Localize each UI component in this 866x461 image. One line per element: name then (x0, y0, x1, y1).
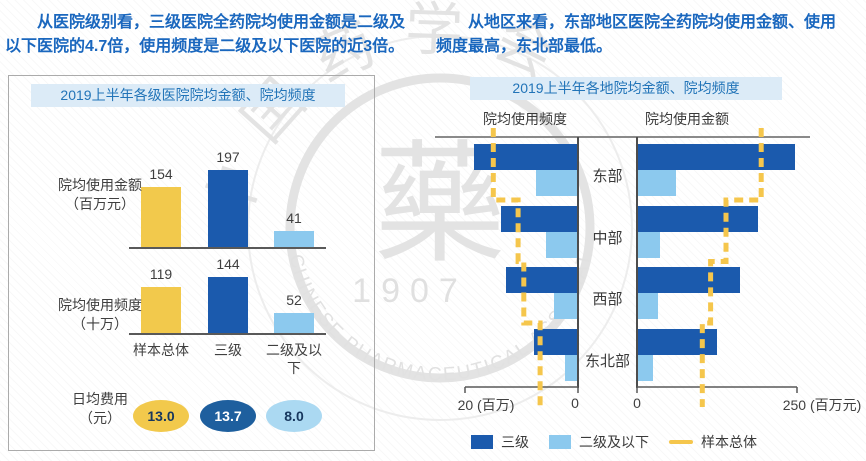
row-label-amount: 院均使用金额 （百万元） (25, 176, 175, 214)
hbar-院均使用金额-三级 (638, 206, 758, 232)
axis-label-frequency-max: 20 (百万) (457, 397, 515, 413)
category-label: 二级及以下 (266, 342, 322, 376)
hbar-院均使用频度-二级及以下 (554, 293, 577, 319)
bar-value-label: 154 (149, 166, 173, 182)
daily-cost-ellipse: 13.7 (200, 400, 256, 432)
legend-label-sample: 样本总体 (701, 434, 757, 450)
hbar-院均使用金额-三级 (638, 267, 740, 293)
hbar-院均使用频度-二级及以下 (536, 170, 577, 196)
hbar-院均使用频度-三级 (474, 144, 577, 170)
axis-label-frequency-zero: 0 (571, 395, 579, 411)
region-label: 东北部 (584, 353, 630, 370)
amount-bottom-axis (636, 386, 798, 393)
hbar-院均使用频度-二级及以下 (565, 355, 577, 381)
right-chart-title: 2019上半年各地院均金额、院均频度 (470, 77, 782, 100)
category-label: 三级 (214, 342, 242, 358)
bar-value-label: 144 (216, 256, 240, 272)
hbar-院均使用金额-二级及以下 (638, 293, 658, 319)
bar-样本总体 (141, 187, 181, 247)
hbar-院均使用频度-二级及以下 (546, 232, 577, 258)
sample-line-frequency (490, 128, 543, 407)
row-label-frequency-line2: （十万） (72, 316, 128, 332)
bar-三级 (208, 277, 248, 333)
region-label: 中部 (592, 230, 623, 247)
daily-cost-ellipse: 8.0 (266, 400, 322, 432)
bar-样本总体 (141, 287, 181, 333)
column-header-frequency: 院均使用频度 (483, 111, 567, 127)
watermark-logo-char: 藥 (374, 131, 506, 278)
bar-二级及以下 (274, 313, 314, 333)
row-label-amount-line1: 院均使用金额 (58, 177, 142, 193)
right-summary-text: 从地区来看，东部地区医院全药院均使用金额、使用频度最高，东北部最低。 (436, 14, 837, 55)
hbar-院均使用金额-三级 (638, 144, 795, 170)
column-header-amount: 院均使用金额 (645, 111, 729, 127)
legend: 三级 二级及以下 样本总体 (402, 432, 826, 452)
hbar-院均使用频度-三级 (501, 206, 577, 232)
axis-label-amount-max: 250 (百万元) (782, 397, 862, 413)
left-chart-title: 2019上半年各级医院院均金额、院均频度 (31, 84, 345, 107)
row-label-daily-cost: 日均费用 （元） (25, 390, 175, 428)
axis-label-amount-zero: 0 (633, 395, 641, 411)
legend-label-tier2: 二级及以下 (579, 434, 649, 450)
row-label-frequency-line1: 院均使用频度 (58, 297, 142, 313)
bar-value-label: 197 (216, 149, 240, 165)
bar-value-label: 52 (286, 292, 302, 308)
row-label-amount-line2: （百万元） (65, 196, 135, 212)
hbar-院均使用金额-二级及以下 (638, 355, 653, 381)
bar-value-label: 41 (286, 210, 302, 226)
row-label-frequency: 院均使用频度 （十万） (25, 296, 175, 334)
legend-item-sample: 样本总体 (669, 432, 757, 452)
sample-line-amount (699, 128, 764, 407)
frequency-bottom-axis (464, 386, 579, 393)
left-chart-panel: 2019上半年各级医院院均金额、院均频度 院均使用金额 （百万元） 院均使用频度… (8, 75, 375, 451)
tier3-swatch-icon (471, 435, 493, 449)
bar-三级 (208, 170, 248, 247)
left-summary-text: 从医院级别看，三级医院全药院均使用金额是二级及以下医院的4.7倍，使用频度是二级… (5, 14, 406, 55)
region-label: 东部 (592, 168, 623, 185)
tier2-swatch-icon (549, 435, 571, 449)
hbar-院均使用频度-三级 (534, 329, 577, 355)
region-label: 西部 (592, 291, 623, 308)
legend-item-tier3: 三级 (471, 432, 529, 452)
row-label-daily-cost-line2: （元） (79, 410, 121, 426)
hbar-院均使用金额-二级及以下 (638, 232, 660, 258)
hbar-院均使用金额-二级及以下 (638, 170, 676, 196)
legend-item-tier2: 二级及以下 (549, 432, 649, 452)
hbar-院均使用频度-三级 (506, 267, 577, 293)
bar-二级及以下 (274, 231, 314, 247)
bar-value-label: 119 (149, 266, 173, 282)
legend-label-tier3: 三级 (501, 434, 529, 450)
category-label: 样本总体 (133, 342, 189, 358)
baseline (129, 333, 326, 335)
baseline (129, 247, 326, 249)
hbar-院均使用金额-三级 (638, 329, 717, 355)
sample-dash-icon (669, 440, 693, 444)
row-label-daily-cost-line1: 日均费用 (72, 391, 128, 407)
daily-cost-ellipse: 13.0 (133, 400, 189, 432)
